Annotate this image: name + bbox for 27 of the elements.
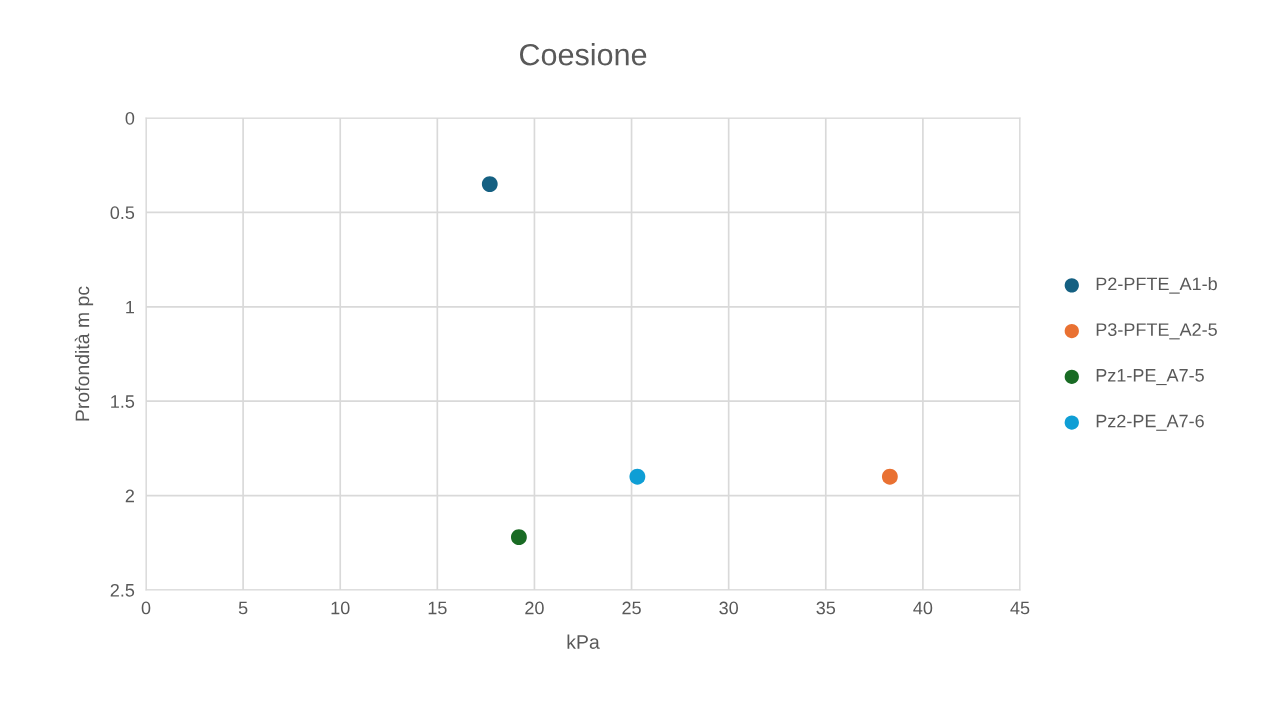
x-tick-label: 45 [1010, 601, 1030, 615]
legend-label: P3-PFTE_A2-5 [1096, 323, 1217, 340]
x-tick-label: 15 [428, 601, 447, 615]
x-tick-label: 10 [331, 601, 350, 615]
y-tick-label: 0 [125, 111, 135, 125]
point [881, 468, 898, 485]
y-tick-label: 2 [125, 489, 134, 503]
x-tick-label: 25 [622, 601, 641, 615]
point [481, 176, 498, 192]
chart-title: Coesione [520, 43, 647, 66]
x-tick-label: 0 [141, 601, 151, 615]
y-tick-label: 0.5 [110, 206, 135, 220]
y-tick-label: 1 [126, 300, 135, 314]
point [510, 529, 527, 546]
point [629, 468, 646, 485]
x-axis-title: kPa [567, 634, 600, 649]
y-tick-label: 1.5 [111, 395, 135, 408]
x-tick-label: 30 [719, 601, 738, 615]
y-tick-label: 2.5 [110, 583, 135, 597]
x-tick-label: 5 [238, 601, 248, 615]
legend-label: P2-PFTE_A1-b [1096, 277, 1217, 294]
x-tick-label: 40 [913, 601, 933, 615]
legend-label: Pz1-PE_A7-5 [1096, 369, 1204, 386]
x-tick-label: 35 [816, 601, 836, 615]
legend-label: Pz2-PE_A7-6 [1096, 414, 1204, 431]
y-axis-title: Profondità m pc [74, 286, 94, 421]
x-tick-label: 20 [525, 601, 544, 615]
